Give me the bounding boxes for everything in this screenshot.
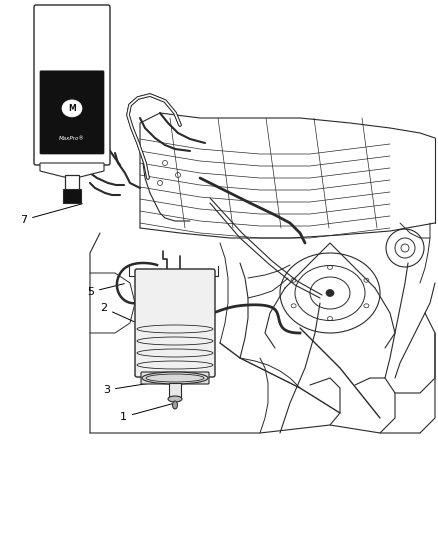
- Text: 2: 2: [100, 303, 134, 322]
- Ellipse shape: [168, 396, 182, 402]
- Text: M: M: [68, 104, 76, 113]
- Polygon shape: [40, 163, 104, 177]
- FancyBboxPatch shape: [135, 269, 215, 377]
- Text: 1: 1: [120, 403, 172, 422]
- Text: 3: 3: [103, 381, 167, 395]
- Bar: [63, 189, 81, 203]
- Ellipse shape: [62, 100, 82, 117]
- Text: 5: 5: [87, 284, 124, 297]
- Bar: [65, 175, 79, 191]
- Text: MaxPro®: MaxPro®: [59, 136, 85, 141]
- Ellipse shape: [142, 372, 208, 384]
- Ellipse shape: [326, 289, 334, 296]
- FancyBboxPatch shape: [141, 372, 209, 384]
- Bar: [169, 383, 181, 397]
- Text: 7: 7: [20, 204, 82, 225]
- FancyBboxPatch shape: [34, 5, 110, 165]
- FancyBboxPatch shape: [40, 71, 104, 154]
- Ellipse shape: [173, 401, 177, 409]
